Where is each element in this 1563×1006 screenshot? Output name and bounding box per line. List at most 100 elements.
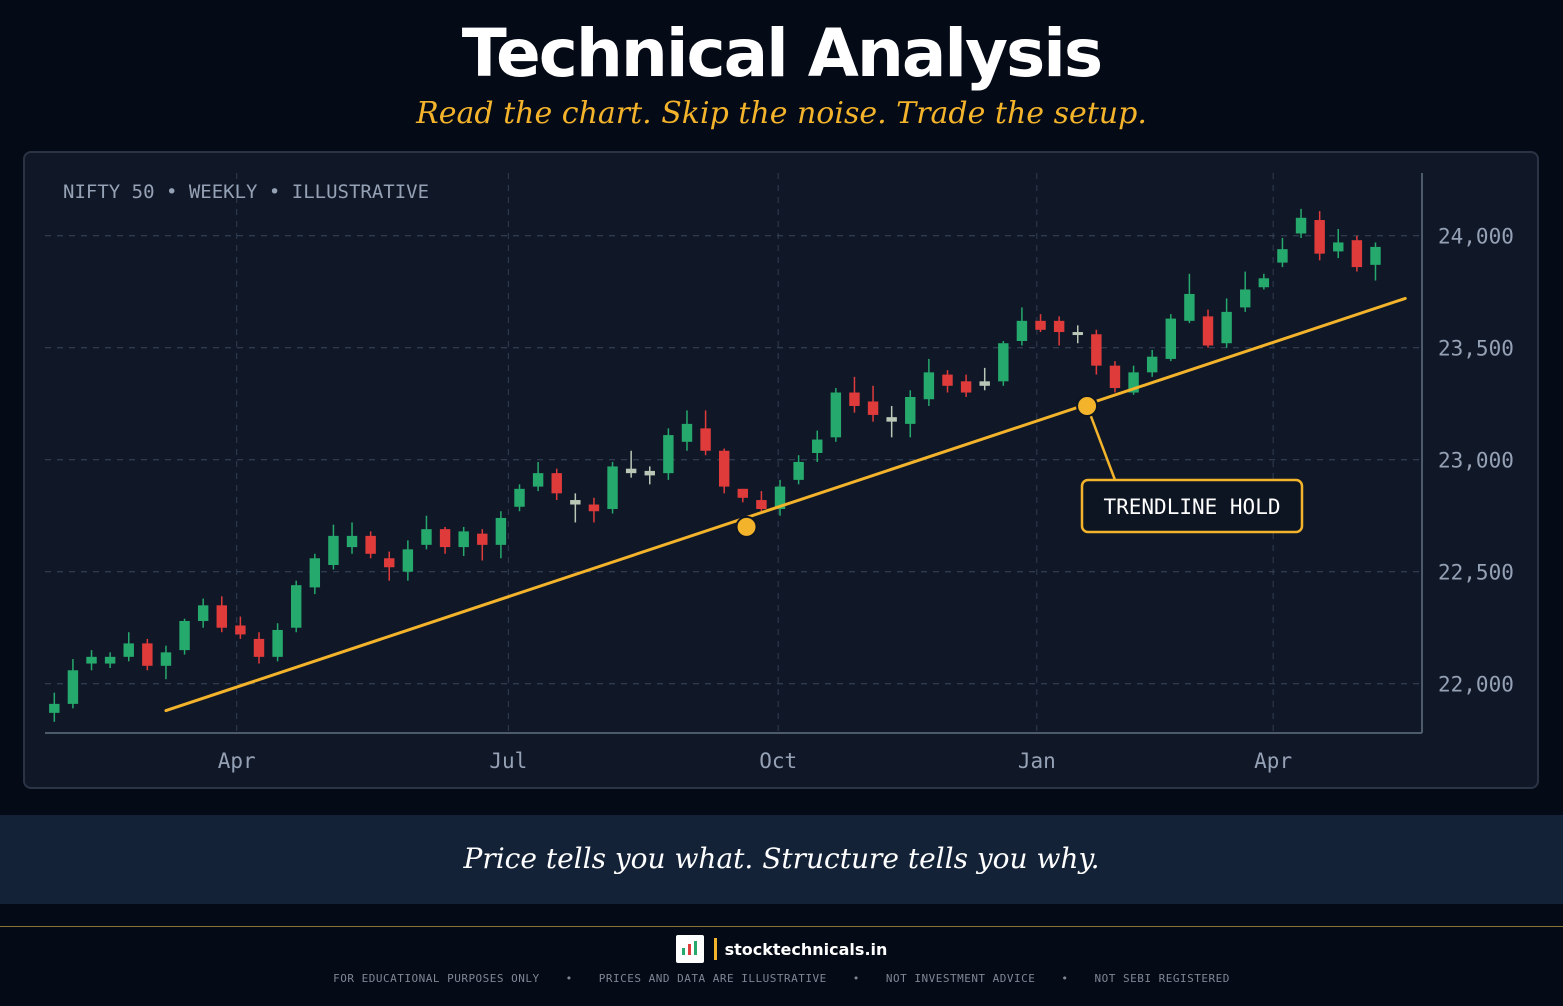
page-title: Technical Analysis bbox=[461, 15, 1103, 92]
candle bbox=[384, 551, 395, 581]
candle-body bbox=[625, 468, 637, 474]
candle bbox=[886, 405, 897, 438]
candle-body bbox=[1109, 365, 1121, 389]
brand-name-link[interactable]: stocktechnicals.in bbox=[724, 939, 888, 959]
brand-accent-bar bbox=[713, 938, 717, 960]
candle-body bbox=[812, 439, 823, 453]
candle bbox=[1333, 229, 1344, 259]
candle bbox=[1184, 273, 1195, 324]
candle bbox=[328, 524, 339, 570]
disclaimer-item: FOR EDUCATIONAL PURPOSES ONLY bbox=[333, 972, 540, 985]
candle bbox=[1072, 325, 1083, 344]
candle-body bbox=[439, 529, 451, 548]
candle-body bbox=[607, 466, 618, 509]
candle bbox=[421, 515, 432, 550]
candle bbox=[86, 650, 97, 671]
tagline: Price tells you what. Structure tells yo… bbox=[463, 842, 1100, 875]
candle-body bbox=[793, 461, 804, 480]
y-tick-label: 22,500 bbox=[1438, 561, 1514, 585]
candle-body bbox=[867, 401, 879, 415]
candle bbox=[160, 645, 172, 680]
candle bbox=[309, 553, 321, 595]
candle-body bbox=[1277, 249, 1288, 263]
candle bbox=[272, 623, 283, 662]
candle bbox=[104, 652, 116, 669]
x-tick-label: Jan bbox=[1018, 749, 1056, 773]
candle-body bbox=[1258, 278, 1270, 288]
candle-body bbox=[1053, 320, 1065, 333]
candle-body bbox=[849, 392, 860, 406]
candle-body bbox=[197, 605, 209, 621]
disclaimer-item: NOT SEBI REGISTERED bbox=[1094, 972, 1230, 985]
candle-body bbox=[830, 392, 842, 438]
candle bbox=[774, 479, 786, 516]
candle-body bbox=[1016, 320, 1028, 341]
candle bbox=[905, 390, 916, 438]
candle bbox=[960, 374, 972, 397]
candle-body bbox=[1072, 332, 1083, 336]
candle bbox=[1370, 242, 1381, 281]
candle bbox=[681, 410, 693, 451]
y-tick-label: 23,000 bbox=[1438, 449, 1514, 473]
candle bbox=[1053, 316, 1065, 346]
candle-body bbox=[1221, 311, 1232, 344]
candle-body bbox=[1091, 334, 1102, 366]
footer-brand[interactable]: stocktechnicals.in bbox=[0, 934, 1563, 964]
candle bbox=[756, 491, 767, 512]
candle bbox=[1295, 208, 1307, 238]
chart-card: 24,000 23,500 23,000 22,500 22,000 Apr Jul Oct J… bbox=[23, 151, 1539, 789]
candlestick-chart: 24,000 23,500 23,000 22,500 22,000 Apr Jul Oct J… bbox=[45, 173, 1514, 773]
disclaimer-item: PRICES AND DATA ARE ILLUSTRATIVE bbox=[598, 972, 827, 985]
y-tick-label: 23,500 bbox=[1438, 337, 1514, 361]
candle bbox=[1221, 298, 1232, 348]
candle-body bbox=[570, 500, 581, 505]
candle bbox=[700, 410, 711, 456]
candle-body bbox=[142, 643, 153, 666]
candle bbox=[570, 493, 581, 523]
candle-body bbox=[477, 533, 488, 545]
candle bbox=[1351, 235, 1363, 272]
candle bbox=[718, 448, 730, 494]
candle bbox=[1146, 349, 1158, 377]
candlestick-logo-icon bbox=[675, 935, 704, 963]
candle-body bbox=[365, 535, 376, 554]
x-tick-label: Jul bbox=[489, 749, 527, 773]
candle-body bbox=[179, 621, 190, 651]
candle-body bbox=[1351, 240, 1363, 268]
candle-body bbox=[923, 372, 935, 400]
candle-body bbox=[514, 488, 525, 507]
candle bbox=[830, 388, 842, 442]
candle-body bbox=[532, 473, 544, 487]
candle bbox=[365, 531, 376, 559]
candle-body bbox=[1202, 316, 1214, 346]
candle-body bbox=[737, 488, 749, 498]
candle bbox=[551, 468, 562, 501]
x-tick-label: Oct bbox=[759, 749, 797, 773]
candle-body bbox=[960, 381, 972, 393]
candle bbox=[979, 367, 990, 391]
candle-body bbox=[1128, 372, 1139, 393]
candle-body bbox=[1240, 289, 1251, 308]
candle-body bbox=[979, 381, 990, 386]
candle-body bbox=[421, 529, 432, 545]
candle bbox=[588, 497, 600, 523]
candle-body bbox=[1184, 293, 1195, 321]
annotation-box bbox=[1080, 478, 1304, 534]
candle-body bbox=[67, 670, 79, 704]
annotation-leader-line bbox=[1085, 405, 1117, 481]
candle-body bbox=[756, 500, 767, 509]
disclaimer-separator: • bbox=[1061, 972, 1069, 985]
candle bbox=[439, 526, 451, 554]
candle bbox=[923, 358, 935, 406]
candle bbox=[812, 430, 823, 462]
candle-body bbox=[905, 397, 916, 424]
candle bbox=[346, 522, 358, 554]
candle bbox=[1109, 361, 1121, 393]
candle bbox=[607, 461, 618, 514]
candle-body bbox=[309, 558, 321, 588]
tagline-band: Price tells you what. Structure tells yo… bbox=[0, 815, 1563, 904]
candle bbox=[235, 616, 246, 639]
disclaimer-separator: • bbox=[852, 972, 860, 985]
candle bbox=[942, 370, 953, 393]
candle bbox=[625, 450, 637, 478]
